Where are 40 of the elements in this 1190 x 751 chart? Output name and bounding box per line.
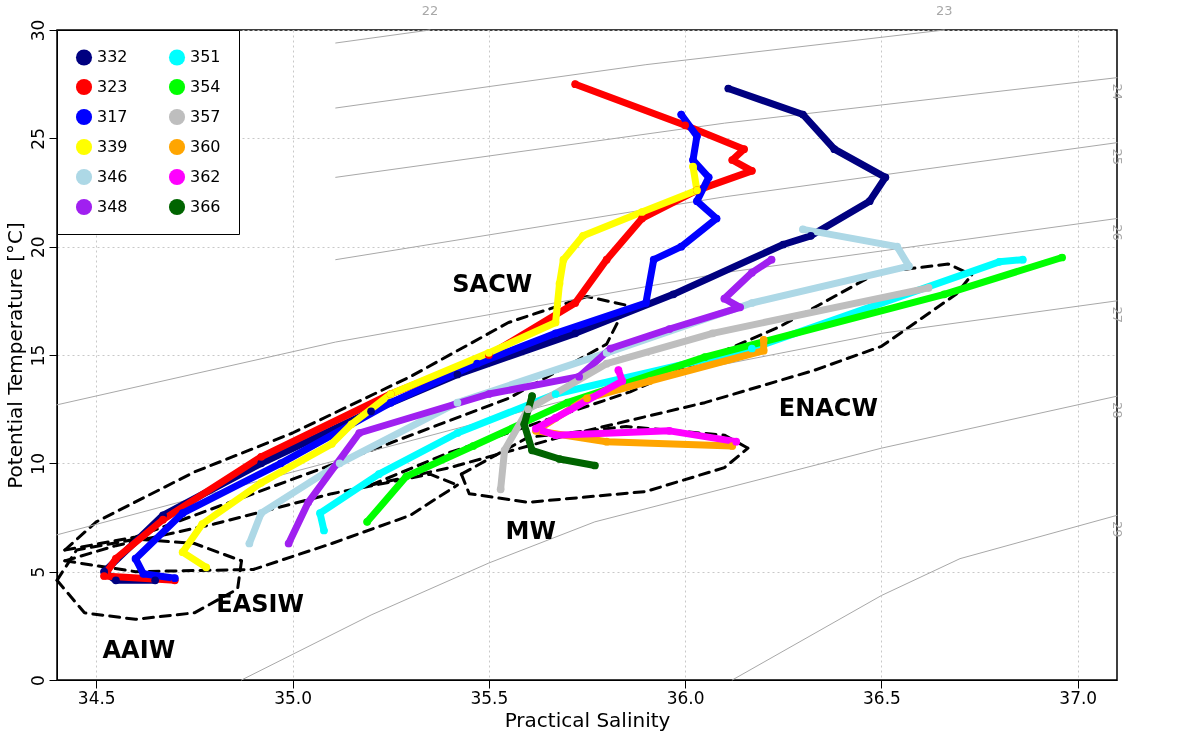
series-label: SACW <box>452 270 533 299</box>
text: 28 <box>1110 401 1125 419</box>
text: 27 <box>1110 306 1125 324</box>
x-tick-label: 35.5 <box>470 687 509 708</box>
x-axis-title: Practical Salinity <box>504 707 671 732</box>
legend-label: 362 <box>190 167 221 186</box>
series-label: MW <box>505 516 556 545</box>
y-tick-label: 30 <box>27 19 48 42</box>
legend-label: 332 <box>97 47 128 67</box>
x-tick-label: 36.5 <box>863 687 901 708</box>
legend-label: 348 <box>97 197 128 216</box>
text: 24 <box>1110 83 1125 100</box>
text: 26 <box>1110 224 1125 241</box>
y-tick-label: 5 <box>27 566 48 578</box>
y-tick-label: 25 <box>27 128 48 150</box>
series-label: EASIW <box>216 589 304 618</box>
legend-label: 346 <box>97 167 128 186</box>
legend-label: 317 <box>97 107 128 126</box>
legend-label: 360 <box>190 137 221 156</box>
x-tick-label: 37.0 <box>1059 687 1098 708</box>
series-label: ENACW <box>778 394 878 423</box>
x-tick-label: 34.5 <box>77 687 116 708</box>
text: 25 <box>1110 148 1125 165</box>
y-tick-label: 10 <box>27 453 48 475</box>
legend-label: 354 <box>190 77 221 96</box>
legend-label: 323 <box>97 77 128 96</box>
x-tick-label: 35.0 <box>274 687 312 708</box>
legend-label: 357 <box>190 107 221 126</box>
y-tick-label: 20 <box>27 236 48 258</box>
legend-label: 351 <box>190 47 221 67</box>
series-label: AAIW <box>102 635 176 664</box>
y-tick-label: 0 <box>27 675 48 686</box>
legend-label: 366 <box>190 197 221 216</box>
series-label: 23 <box>935 3 953 18</box>
legend-label: 339 <box>97 137 128 156</box>
y-axis-title: Potential Temperature [°C] <box>2 222 27 489</box>
text: 29 <box>1110 521 1125 538</box>
y-tick-label: 15 <box>27 344 48 367</box>
x-tick-label: 36.0 <box>666 687 705 708</box>
series-label: 22 <box>421 3 439 18</box>
